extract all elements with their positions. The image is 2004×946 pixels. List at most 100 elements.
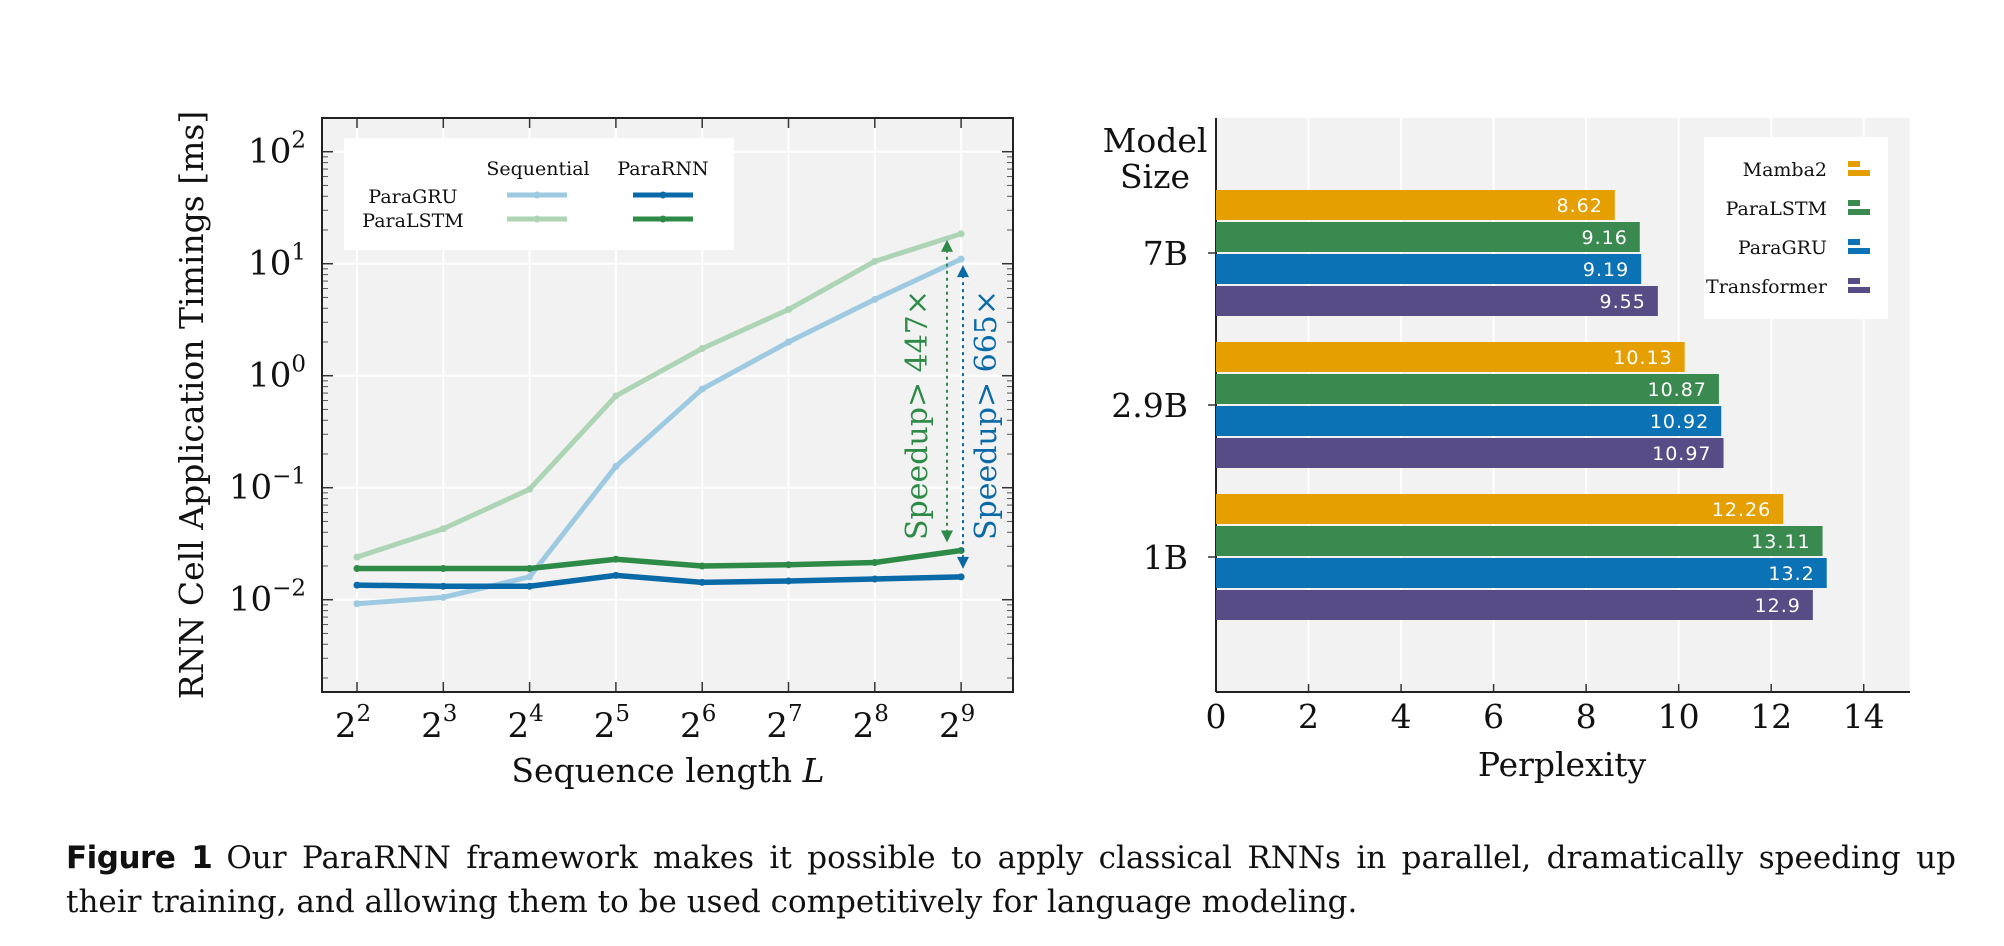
legend-swatch xyxy=(1848,209,1870,215)
legend-swatch xyxy=(1848,170,1870,176)
series-line xyxy=(356,231,962,560)
x-tick-label: 27 xyxy=(766,701,802,746)
data-point xyxy=(871,575,879,583)
y-tick-label: 102 xyxy=(248,128,306,172)
data-point xyxy=(612,392,620,400)
y-tick-label: 10−2 xyxy=(229,576,306,620)
bar-value-label: 8.62 xyxy=(1557,195,1603,217)
legend-marker xyxy=(533,215,541,223)
bar xyxy=(1216,526,1823,556)
data-point xyxy=(957,230,965,238)
bar-value-label: 10.13 xyxy=(1613,347,1672,369)
y-axis-title: Model xyxy=(1103,121,1208,160)
data-point xyxy=(785,306,792,314)
series-line xyxy=(356,256,963,607)
figure-caption: Figure 1 Our ParaRNN framework makes it p… xyxy=(66,836,1956,924)
legend-marker xyxy=(659,215,667,223)
legend-label: ParaGRU xyxy=(1738,237,1827,259)
data-point xyxy=(353,581,361,589)
bar-value-label: 10.87 xyxy=(1648,379,1707,401)
y-tick-label: 100 xyxy=(248,352,306,396)
x-tick-label: 28 xyxy=(853,701,889,746)
y-tick-label: 101 xyxy=(248,240,306,284)
data-point xyxy=(698,344,706,352)
data-point xyxy=(785,577,792,585)
bar-value-label: 10.97 xyxy=(1652,443,1711,465)
data-point xyxy=(439,582,447,590)
series-line xyxy=(357,547,962,572)
legend-swatch xyxy=(1848,161,1860,167)
data-point xyxy=(871,295,879,303)
caption-label: Figure 1 xyxy=(66,840,213,876)
data-point xyxy=(871,558,879,566)
bar-value-label: 12.26 xyxy=(1712,499,1771,521)
x-tick-label: 14 xyxy=(1843,697,1885,736)
arrowhead-down xyxy=(941,530,953,543)
legend-swatch xyxy=(1848,239,1860,245)
legend-swatch xyxy=(1848,248,1870,254)
bar xyxy=(1216,590,1813,620)
legend-swatch xyxy=(1848,278,1860,284)
bar xyxy=(1216,286,1658,316)
bar xyxy=(1216,438,1724,468)
legend-row-label: ParaLSTM xyxy=(362,210,463,232)
legend-swatch xyxy=(1848,200,1860,206)
data-point xyxy=(957,573,965,581)
bar-value-label: 13.11 xyxy=(1751,531,1810,553)
data-point xyxy=(698,578,706,586)
x-tick-label: 10 xyxy=(1658,697,1700,736)
legend-label: ParaLSTM xyxy=(1726,198,1827,220)
x-tick-label: 29 xyxy=(939,701,975,746)
data-point xyxy=(439,525,447,533)
caption-text: Our ParaRNN framework makes it possible … xyxy=(66,840,1956,920)
legend-col-header: Sequential xyxy=(486,158,589,180)
legend-row-label: ParaGRU xyxy=(368,186,457,208)
legend-label: Transformer xyxy=(1706,276,1828,298)
bar xyxy=(1216,558,1827,588)
bar xyxy=(1216,374,1719,404)
legend-label: Mamba2 xyxy=(1743,159,1827,181)
data-point xyxy=(698,385,706,393)
arrowhead-up xyxy=(941,239,953,252)
x-tick-label: 4 xyxy=(1391,697,1412,736)
bar-value-label: 9.55 xyxy=(1600,291,1646,313)
bar-value-label: 12.9 xyxy=(1755,595,1801,617)
bar-value-label: 9.16 xyxy=(1581,227,1627,249)
speedup-label-lstm: Speedup> 447× xyxy=(900,290,935,540)
legend-swatch xyxy=(1848,287,1870,293)
category-label: 2.9B xyxy=(1111,386,1188,425)
timing-chart: 102 101 100 10−1 10−2 22 23 24 25 26 27 28 29 Sequenc… xyxy=(172,111,1014,790)
x-tick-label: 22 xyxy=(335,701,371,746)
data-point xyxy=(612,462,620,470)
data-point xyxy=(526,485,534,493)
data-point xyxy=(353,553,361,561)
category-label: 1B xyxy=(1143,538,1188,577)
arrowhead-down xyxy=(957,556,969,569)
legend-marker xyxy=(533,191,541,199)
x-tick-label: 12 xyxy=(1750,697,1792,736)
x-tick-label: 26 xyxy=(680,701,716,746)
data-point xyxy=(871,257,879,265)
data-point xyxy=(612,571,620,579)
legend-col-header: ParaRNN xyxy=(617,158,708,180)
data-point xyxy=(353,600,361,608)
speedup-label-gru: Speedup> 665× xyxy=(969,290,1004,540)
data-point xyxy=(439,593,447,601)
bar-value-label: 10.92 xyxy=(1650,411,1709,433)
data-point xyxy=(526,582,534,590)
data-point xyxy=(698,562,706,570)
x-tick-label: 6 xyxy=(1483,697,1504,736)
arrowhead-up xyxy=(957,265,969,278)
x-tick-label: 2 xyxy=(1298,697,1319,736)
x-axis-label: Perplexity xyxy=(1478,745,1647,784)
data-point xyxy=(526,565,534,573)
x-tick-label: 8 xyxy=(1576,697,1597,736)
bar-value-label: 13.2 xyxy=(1768,563,1814,585)
data-point xyxy=(957,255,965,263)
data-point xyxy=(785,338,792,346)
bar xyxy=(1216,494,1784,524)
series-line xyxy=(356,572,962,589)
legend-marker xyxy=(659,191,667,199)
